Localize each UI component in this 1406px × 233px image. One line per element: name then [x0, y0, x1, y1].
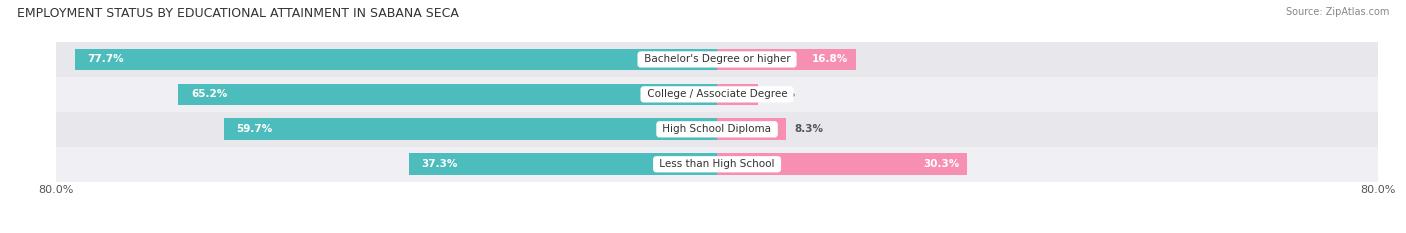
Text: EMPLOYMENT STATUS BY EDUCATIONAL ATTAINMENT IN SABANA SECA: EMPLOYMENT STATUS BY EDUCATIONAL ATTAINM…	[17, 7, 458, 20]
Bar	[56, 147, 1378, 182]
Bar	[56, 77, 1378, 112]
Text: 16.8%: 16.8%	[811, 55, 848, 64]
Text: High School Diploma: High School Diploma	[659, 124, 775, 134]
Bar	[56, 42, 1378, 77]
Bar	[179, 83, 717, 105]
Text: College / Associate Degree: College / Associate Degree	[644, 89, 790, 99]
Bar	[56, 112, 1378, 147]
Text: 37.3%: 37.3%	[422, 159, 458, 169]
Text: 30.3%: 30.3%	[922, 159, 959, 169]
Bar	[717, 153, 967, 175]
Text: 5.0%: 5.0%	[766, 89, 796, 99]
Text: 65.2%: 65.2%	[191, 89, 228, 99]
Text: Source: ZipAtlas.com: Source: ZipAtlas.com	[1285, 7, 1389, 17]
Bar	[717, 83, 758, 105]
Bar	[224, 118, 717, 140]
Bar	[717, 49, 856, 70]
Text: Bachelor's Degree or higher: Bachelor's Degree or higher	[641, 55, 793, 64]
Text: 77.7%: 77.7%	[87, 55, 124, 64]
Bar	[76, 49, 717, 70]
Bar	[717, 118, 786, 140]
Text: Less than High School: Less than High School	[657, 159, 778, 169]
Text: 59.7%: 59.7%	[236, 124, 273, 134]
Bar	[409, 153, 717, 175]
Text: 8.3%: 8.3%	[794, 124, 823, 134]
